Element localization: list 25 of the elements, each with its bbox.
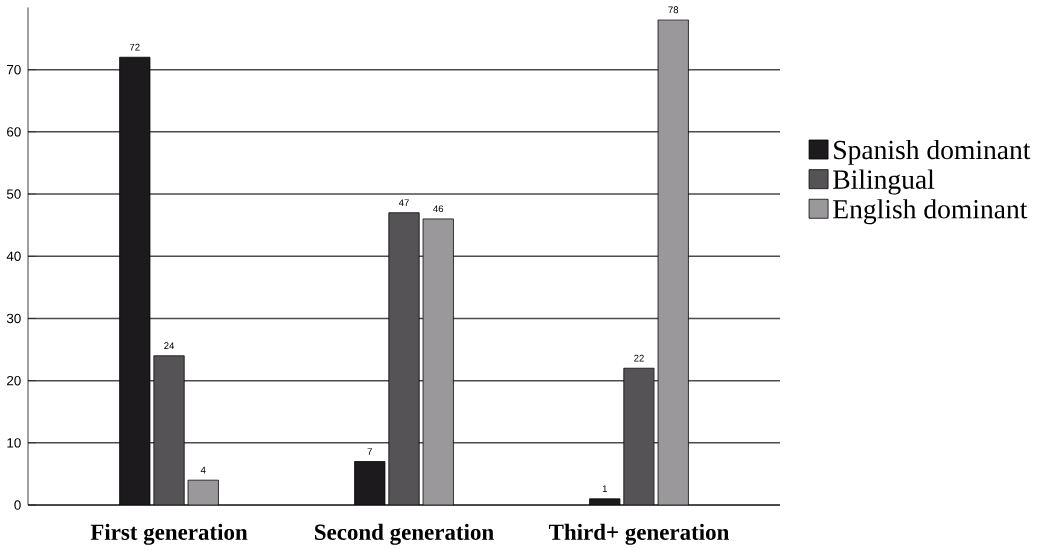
bar — [119, 57, 150, 505]
y-tick-label: 50 — [6, 189, 21, 199]
data-label: 7 — [367, 448, 372, 455]
x-tick-label: Third+ generation — [548, 523, 730, 545]
x-tick-label: First generation — [90, 523, 248, 545]
y-tick-label: 40 — [6, 251, 21, 261]
x-tick-label: Second generation — [315, 523, 494, 545]
legend-label: Bilingual — [833, 169, 935, 195]
bar — [354, 461, 385, 505]
legend-label: English dominant — [833, 199, 1028, 225]
y-tick-label: 30 — [6, 313, 21, 324]
data-label: 22 — [634, 354, 644, 362]
data-label: 72 — [129, 43, 140, 51]
data-label: 24 — [164, 342, 175, 349]
legend-label: Spanish dominant — [834, 139, 1031, 165]
y-tick-label: 20 — [7, 375, 21, 386]
y-tick-label: 0 — [14, 500, 21, 510]
data-label: 47 — [398, 199, 409, 206]
data-label: 4 — [200, 466, 206, 474]
data-label: 46 — [433, 205, 444, 213]
data-label: 78 — [668, 6, 679, 14]
data-label: 1 — [602, 485, 607, 492]
y-tick-label: 70 — [7, 64, 21, 75]
y-tick-label: 10 — [7, 438, 21, 448]
y-tick-label: 60 — [7, 127, 21, 137]
